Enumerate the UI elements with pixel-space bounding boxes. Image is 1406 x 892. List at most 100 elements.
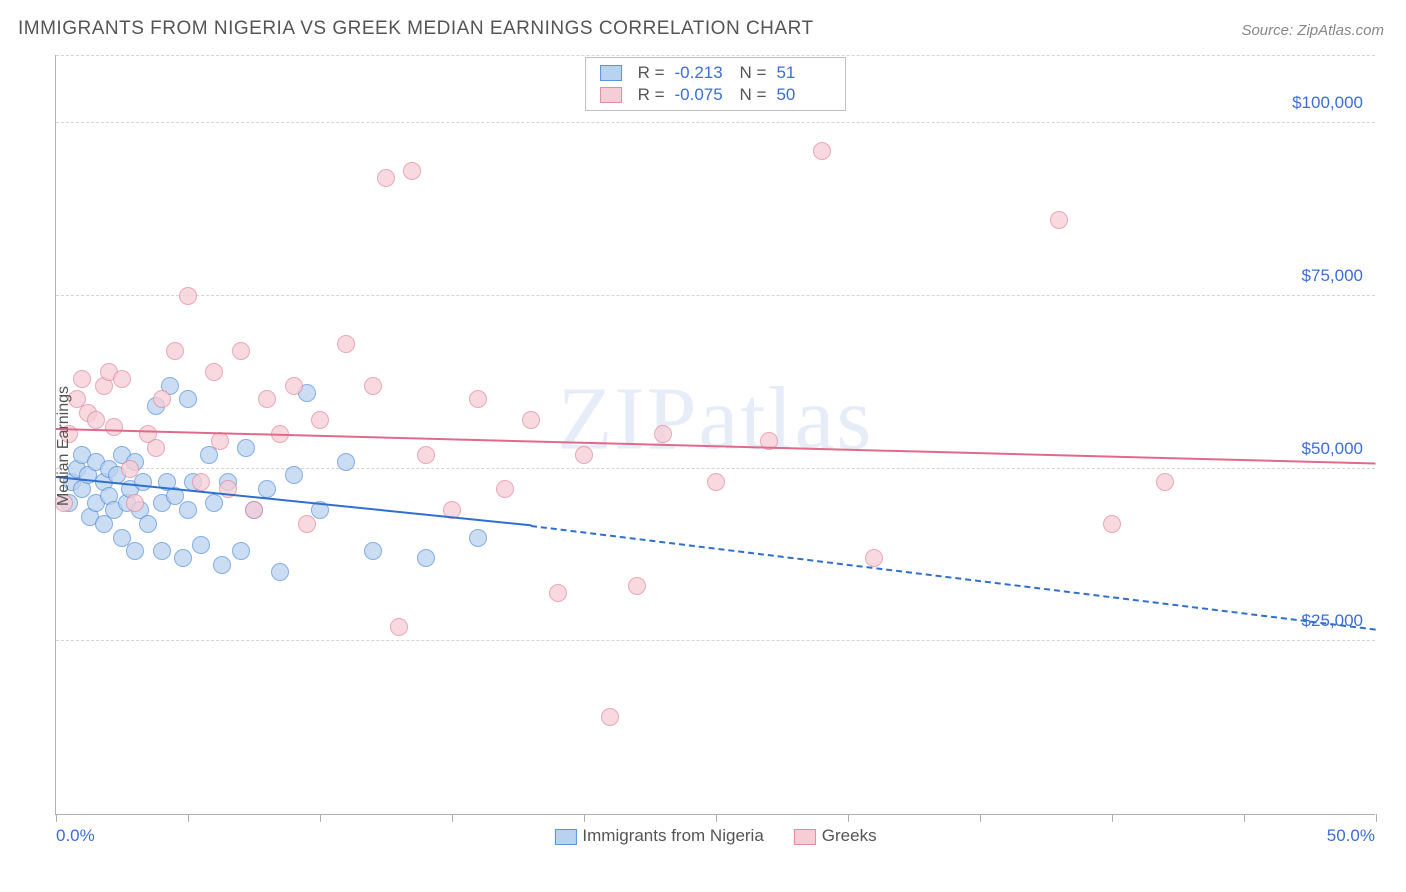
gridline-h [56,468,1375,469]
scatter-point [205,494,223,512]
stats-legend-box: R = -0.213 N = 51R = -0.075 N = 50 [585,57,847,111]
scatter-point [813,142,831,160]
x-tick [848,814,849,822]
scatter-point [237,439,255,457]
scatter-point [285,377,303,395]
scatter-point [205,363,223,381]
scatter-point [285,466,303,484]
legend-item: Greeks [794,826,877,846]
scatter-point [192,473,210,491]
scatter-point [417,549,435,567]
x-tick [716,814,717,822]
scatter-point [213,556,231,574]
scatter-point [364,542,382,560]
x-tick [1376,814,1377,822]
legend-label: Immigrants from Nigeria [582,826,763,845]
x-tick [1112,814,1113,822]
y-tick-label: $100,000 [1292,93,1363,113]
scatter-point [139,515,157,533]
x-tick [320,814,321,822]
scatter-point [174,549,192,567]
scatter-point [628,577,646,595]
trend-line [531,525,1376,631]
legend-swatch [600,87,622,103]
y-axis-label: Median Earnings [55,386,73,506]
bottom-legend: Immigrants from Nigeria Greeks [554,826,876,846]
scatter-point [179,390,197,408]
scatter-point [258,480,276,498]
scatter-point [1103,515,1121,533]
scatter-point [166,342,184,360]
scatter-point [311,411,329,429]
x-tick [584,814,585,822]
scatter-point [126,542,144,560]
x-max-label: 50.0% [1327,826,1375,846]
scatter-point [113,370,131,388]
scatter-point [105,418,123,436]
scatter-point [153,542,171,560]
scatter-point [179,287,197,305]
x-tick [980,814,981,822]
x-tick [188,814,189,822]
scatter-point [390,618,408,636]
x-min-label: 0.0% [56,826,95,846]
scatter-point [153,390,171,408]
x-tick [452,814,453,822]
scatter-point [192,536,210,554]
scatter-point [496,480,514,498]
stat-label-r: R = [638,85,665,105]
x-tick [56,814,57,822]
stats-row: R =-0.075N =50 [600,84,832,106]
gridline-h [56,55,1375,56]
scatter-point [271,563,289,581]
scatter-point [73,370,91,388]
scatter-point [364,377,382,395]
scatter-point [1050,211,1068,229]
scatter-point [232,542,250,560]
legend-swatch [794,829,816,845]
y-tick-label: $50,000 [1302,439,1363,459]
scatter-point [134,473,152,491]
scatter-point [654,425,672,443]
scatter-point [211,432,229,450]
gridline-h [56,122,1375,123]
scatter-point [549,584,567,602]
scatter-point [87,411,105,429]
scatter-point [1156,473,1174,491]
legend-item: Immigrants from Nigeria [554,826,763,846]
scatter-point [245,501,263,519]
gridline-h [56,295,1375,296]
legend-label: Greeks [822,826,877,845]
scatter-point [121,460,139,478]
scatter-point [258,390,276,408]
stat-label-r: R = [638,63,665,83]
stat-value-n: 50 [776,85,831,105]
stat-value-r: -0.075 [675,85,730,105]
plot-area: ZIPatlas R =-0.213N =51R =-0.075N =50 $2… [55,55,1375,815]
legend-swatch [600,65,622,81]
stat-label-n: N = [740,63,767,83]
watermark: ZIPatlas [558,368,874,471]
scatter-point [417,446,435,464]
scatter-point [469,390,487,408]
scatter-point [232,342,250,360]
y-tick-label: $75,000 [1302,266,1363,286]
scatter-point [179,501,197,519]
scatter-point [377,169,395,187]
scatter-point [126,494,144,512]
scatter-point [522,411,540,429]
scatter-point [575,446,593,464]
stat-value-n: 51 [776,63,831,83]
scatter-point [337,453,355,471]
scatter-point [298,515,316,533]
stat-value-r: -0.213 [675,63,730,83]
scatter-point [469,529,487,547]
source-label: Source: ZipAtlas.com [1241,22,1384,39]
x-tick [1244,814,1245,822]
stats-row: R = -0.213 N = 51 [600,62,832,84]
scatter-point [337,335,355,353]
scatter-point [147,439,165,457]
scatter-point [707,473,725,491]
scatter-point [403,162,421,180]
scatter-point [601,708,619,726]
